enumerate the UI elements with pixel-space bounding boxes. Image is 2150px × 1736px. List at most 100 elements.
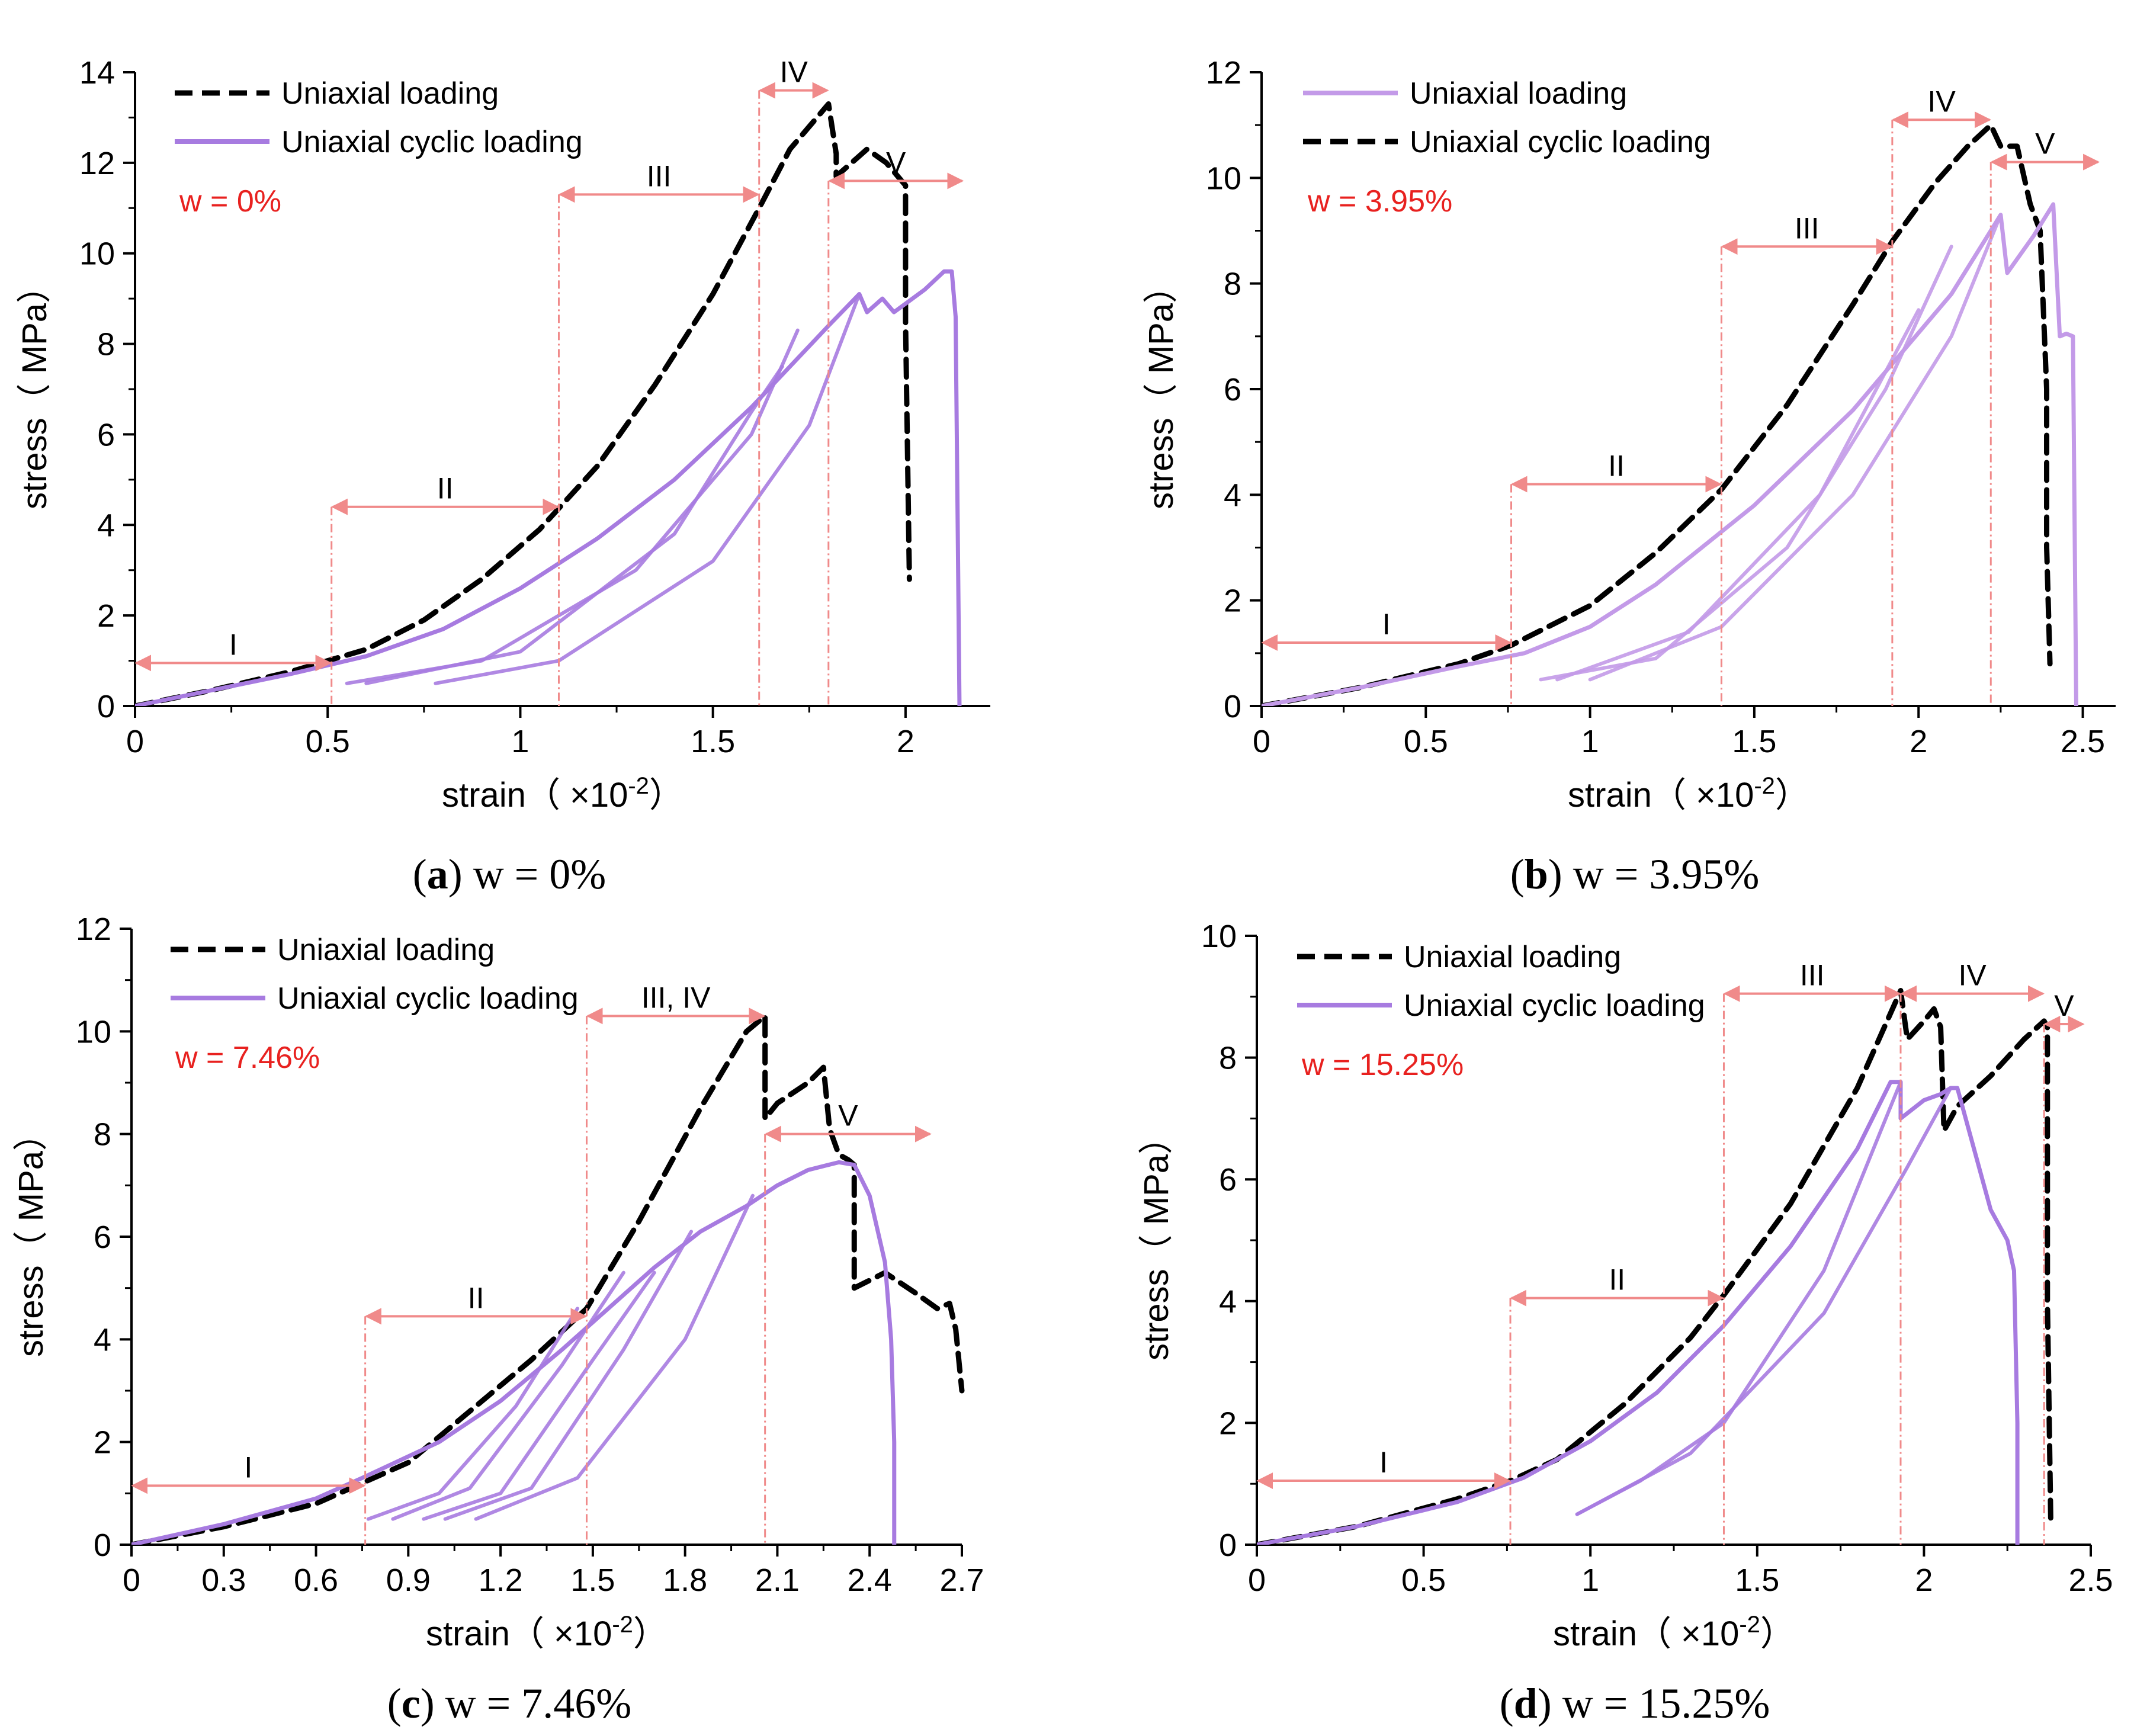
x-tick-label: 0 [1253, 724, 1270, 759]
stage-label: II [437, 472, 454, 505]
stage-label: III [1800, 959, 1825, 992]
caption-close-paren: ) [1538, 1680, 1562, 1727]
x-tick-label: 0.6 [294, 1562, 338, 1598]
stage-label: I [1379, 1446, 1388, 1479]
panel-caption: (a) w = 0% [413, 851, 607, 898]
legend-label: Uniaxial loading [281, 76, 499, 111]
unloading-loop [474, 1193, 755, 1521]
y-tick-label: 2 [94, 1425, 111, 1461]
y-tick-label: 0 [94, 1528, 111, 1563]
caption-close-paren: ) [448, 851, 473, 898]
stage-label: IV [780, 56, 808, 89]
x-axis-label: strain（ ×10-2） [442, 773, 683, 814]
x-axis-label-close: ） [1760, 1615, 1795, 1653]
x-axis-label-text: strain（ ×10 [1568, 776, 1754, 814]
y-tick-label: 8 [1224, 267, 1241, 302]
x-tick-label: 1.5 [691, 724, 735, 759]
x-axis-label: strain（ ×10-2） [426, 1612, 668, 1653]
x-axis-label-text: strain（ ×10 [426, 1615, 612, 1653]
chart-panel-d: 0 0.5 1 1.5 2 2.5 0 2 4 6 8 10 strain（ ×10-2） stress（… [1137, 919, 2113, 1727]
w-label: w = 0% [179, 184, 281, 219]
y-tick-label: 2 [1224, 583, 1241, 619]
x-tick-label: 1.5 [1732, 724, 1776, 759]
y-tick-label: 2 [1219, 1406, 1237, 1441]
stage-label: III, IV [641, 981, 711, 1014]
x-tick-label: 0.9 [386, 1562, 431, 1598]
stage-label: III [647, 159, 672, 192]
x-axis-label-exponent: -2 [628, 773, 649, 799]
caption-text: w = 3.95% [1573, 851, 1760, 898]
caption-open-paren: ( [1500, 1680, 1514, 1727]
stage-label: IV [1927, 85, 1956, 118]
panel-caption: (d) w = 15.25% [1500, 1680, 1770, 1727]
x-tick-label: 1 [1581, 1562, 1599, 1598]
y-tick-label: 6 [94, 1220, 111, 1255]
stage-label: II [1608, 450, 1625, 483]
y-axis-label: stress（ MPa） [15, 269, 54, 509]
series-line-cyclic-loading [131, 1160, 897, 1545]
legend-label: Uniaxial cyclic loading [1410, 125, 1711, 159]
caption-text: w = 15.25% [1562, 1680, 1770, 1727]
stage-label: V [886, 146, 906, 179]
x-tick-label: 2.5 [2068, 1562, 2113, 1598]
plot-area [135, 101, 962, 706]
unloading-loop [1539, 245, 1953, 682]
unloading-loop [422, 1270, 656, 1521]
x-axis-label: strain（ ×10-2） [1553, 1612, 1795, 1653]
x-axis-label-exponent: -2 [1739, 1612, 1760, 1638]
x-axis-label-close: ） [633, 1615, 668, 1653]
y-tick-label: 4 [97, 508, 115, 543]
y-tick-label: 0 [97, 689, 115, 724]
y-tick-label: 6 [1219, 1162, 1237, 1198]
y-tick-label: 2 [97, 598, 115, 634]
series-line-cyclic-loading [1257, 1080, 2020, 1545]
x-axis-label-text: strain（ ×10 [442, 776, 628, 814]
caption-close-paren: ) [421, 1680, 445, 1727]
y-tick-label: 4 [1219, 1284, 1237, 1320]
stage-label: V [2035, 127, 2055, 161]
y-tick-label: 12 [1206, 55, 1241, 91]
x-tick-label: 0.5 [306, 724, 350, 759]
unloading-loop [391, 1270, 625, 1521]
stage-label: I [229, 628, 238, 661]
x-tick-label: 1.5 [1735, 1562, 1779, 1598]
series-line-cyclic-loading [1262, 202, 2078, 706]
stage-label: II [1609, 1263, 1625, 1297]
x-tick-label: 2.7 [939, 1562, 984, 1598]
stage-label: II [468, 1281, 484, 1314]
caption-letter: c [402, 1680, 421, 1727]
y-tick-label: 0 [1224, 689, 1241, 724]
x-axis-label-close: ） [649, 776, 683, 814]
x-tick-label: 0.5 [1401, 1562, 1446, 1598]
x-tick-label: 1 [511, 724, 529, 759]
stage-label: III [1795, 211, 1820, 245]
unloading-loop [1555, 308, 1921, 682]
unloading-loop [366, 1307, 579, 1521]
stage-label: V [2054, 989, 2074, 1022]
caption-text: w = 0% [473, 851, 607, 898]
caption-letter: d [1514, 1680, 1538, 1727]
w-label: w = 3.95% [1307, 184, 1452, 219]
stage-label: V [838, 1099, 858, 1132]
y-tick-label: 10 [76, 1014, 111, 1050]
caption-open-paren: ( [387, 1680, 402, 1727]
stage-label: I [1382, 608, 1391, 641]
caption-open-paren: ( [1510, 851, 1525, 898]
legend-label: Uniaxial cyclic loading [281, 125, 583, 159]
stage-label: IV [1958, 959, 1987, 992]
unloading-loop [443, 1230, 694, 1521]
x-tick-label: 0 [126, 724, 144, 759]
y-axis-label: stress（ MPa） [12, 1116, 50, 1357]
caption-open-paren: ( [413, 851, 427, 898]
x-tick-label: 0.5 [1404, 724, 1448, 759]
caption-text: w = 7.46% [445, 1680, 632, 1727]
x-tick-label: 1.5 [570, 1562, 615, 1598]
y-tick-label: 6 [97, 417, 115, 453]
x-tick-label: 2 [1915, 1562, 1933, 1598]
panel-caption: (b) w = 3.95% [1510, 851, 1760, 898]
panel-caption: (c) w = 7.46% [387, 1680, 632, 1727]
caption-letter: b [1525, 851, 1548, 898]
y-tick-label: 14 [79, 55, 115, 91]
